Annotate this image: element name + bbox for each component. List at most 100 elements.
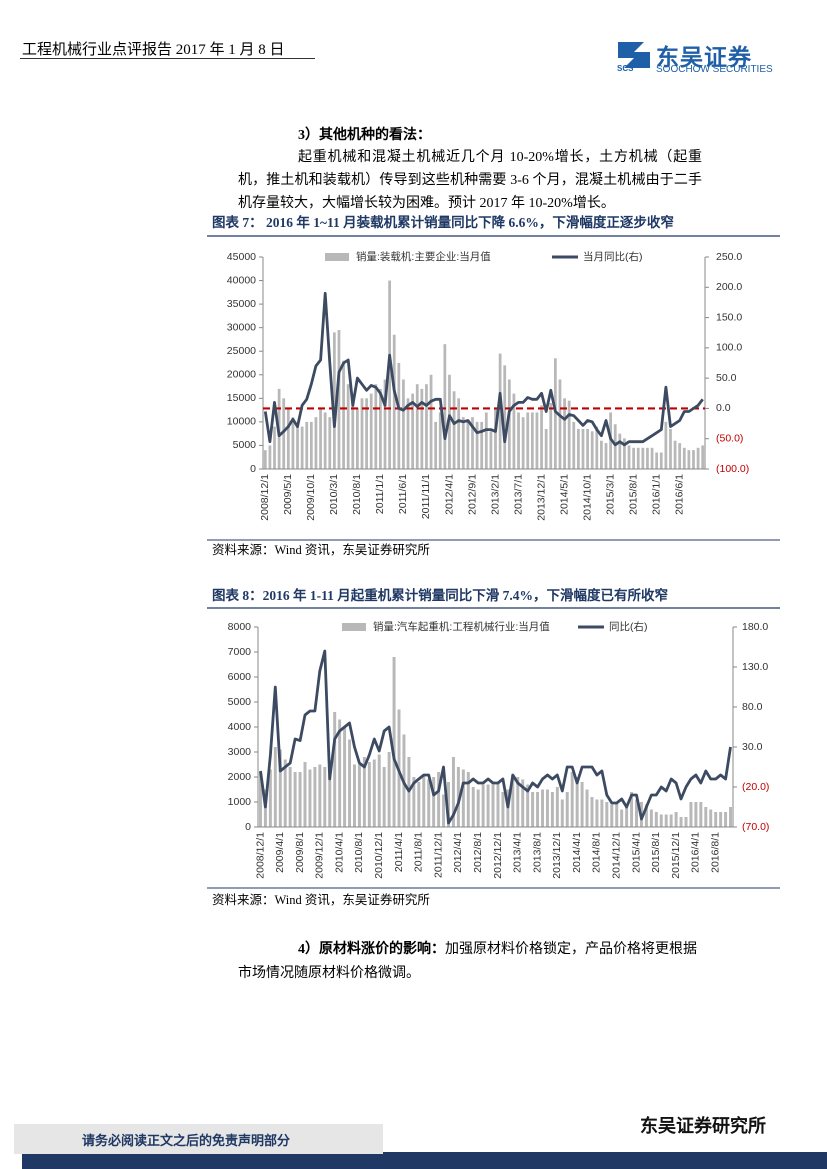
bar: [457, 398, 461, 469]
bar: [273, 747, 277, 827]
bar: [305, 421, 309, 469]
x-tick-label: 2009/10/1: [305, 474, 317, 521]
x-tick-label: 2009/12/1: [314, 832, 326, 879]
bar: [507, 379, 511, 469]
bar: [531, 792, 535, 827]
x-tick-label: 2013/12/1: [535, 474, 547, 521]
bar: [545, 789, 549, 827]
bar: [630, 792, 634, 827]
bar: [367, 762, 371, 827]
y2-tick-label: 130.0: [742, 661, 768, 673]
bar: [526, 784, 530, 827]
bar: [406, 398, 410, 469]
y-tick-label: 5000: [233, 439, 257, 451]
x-tick-label: 2013/12/1: [551, 832, 563, 879]
bar: [613, 424, 617, 469]
bar: [484, 412, 488, 469]
x-tick-label: 2009/8/1: [294, 832, 306, 873]
y2-tick-label: 150.0: [716, 311, 742, 323]
bar: [362, 757, 366, 827]
bar: [512, 393, 516, 469]
bar: [498, 353, 502, 469]
bar: [517, 412, 520, 469]
bar: [605, 802, 609, 827]
bar: [714, 812, 718, 827]
bar: [679, 817, 683, 827]
bar: [351, 403, 355, 469]
source-note: 资料来源：Wind 资讯，东吴证券研究所: [212, 542, 430, 557]
y-tick-label: 2000: [228, 771, 252, 783]
bar: [659, 452, 663, 469]
bar: [456, 767, 460, 827]
y-tick-label: 45000: [227, 251, 256, 263]
bar: [411, 393, 415, 469]
bar: [343, 727, 347, 827]
bar: [664, 421, 668, 469]
x-tick-label: 2016/6/1: [673, 474, 685, 515]
bar: [461, 769, 465, 827]
section-2: 4）原材料涨价的影响：加强原材料价格锁定，产品价格将更根据市场情况随原材料价格微…: [238, 938, 708, 986]
bar: [644, 804, 648, 827]
x-tick-label: 2013/2/1: [489, 474, 501, 515]
bar: [535, 412, 539, 469]
bar: [674, 812, 678, 827]
x-tick-label: 2012/9/1: [466, 474, 478, 515]
bar: [268, 769, 272, 827]
x-tick-label: 2013/4/1: [512, 832, 524, 873]
bar: [590, 797, 594, 827]
bar: [604, 443, 608, 469]
bar: [328, 764, 332, 827]
x-tick-label: 2015/4/1: [630, 832, 642, 873]
bar: [438, 412, 442, 469]
bar: [471, 417, 474, 469]
bar: [618, 433, 622, 469]
bar: [673, 440, 677, 469]
bar: [649, 809, 653, 827]
legend-label: 销量:汽车起重机:工程机械行业:当月值: [373, 620, 550, 633]
bar: [357, 764, 361, 827]
bar: [544, 428, 548, 469]
bar: [684, 817, 688, 827]
bar: [291, 417, 295, 469]
y2-tick-label: (70.0): [742, 821, 769, 833]
bar: [694, 802, 698, 827]
y-tick-label: 10000: [227, 416, 256, 428]
x-tick-label: 2016/8/1: [709, 832, 721, 873]
x-tick-label: 2008/12/1: [259, 474, 271, 521]
bar: [348, 739, 352, 827]
bar: [318, 764, 322, 827]
x-tick-label: 2009/5/1: [282, 474, 294, 515]
bar: [365, 398, 368, 469]
bar: [475, 421, 479, 469]
bar: [563, 398, 566, 469]
source-note: 资料来源：Wind 资讯，东吴证券研究所: [212, 892, 430, 907]
footer-institute: 东吴证券研究所: [640, 1116, 766, 1136]
bar: [387, 752, 391, 827]
bar: [595, 799, 599, 827]
bar: [286, 407, 290, 469]
bar: [590, 431, 594, 469]
x-tick-label: 2014/5/1: [558, 474, 570, 515]
bar: [724, 812, 728, 827]
bar: [625, 807, 629, 827]
bar: [332, 332, 336, 469]
x-tick-label: 2010/4/1: [333, 832, 345, 873]
bar: [425, 384, 428, 469]
bar: [560, 799, 564, 827]
bar: [374, 384, 378, 469]
chart-title: 图表 8：2016 年 1-11 月起重机累计销量同比下滑 7.4%，下滑幅度已…: [212, 587, 668, 603]
bar: [620, 809, 624, 827]
x-tick-label: 2013/8/1: [531, 832, 543, 873]
bar: [420, 388, 424, 469]
bar: [558, 379, 562, 469]
bar: [511, 774, 515, 827]
y2-tick-label: 50.0: [716, 372, 737, 384]
bar: [541, 789, 544, 827]
bar: [282, 398, 286, 469]
x-tick-label: 2010/8/1: [351, 474, 363, 515]
legend-label: 同比(右): [609, 620, 648, 633]
x-tick-label: 2011/12/1: [432, 832, 444, 878]
legend-label: 当月同比(右): [583, 250, 643, 263]
